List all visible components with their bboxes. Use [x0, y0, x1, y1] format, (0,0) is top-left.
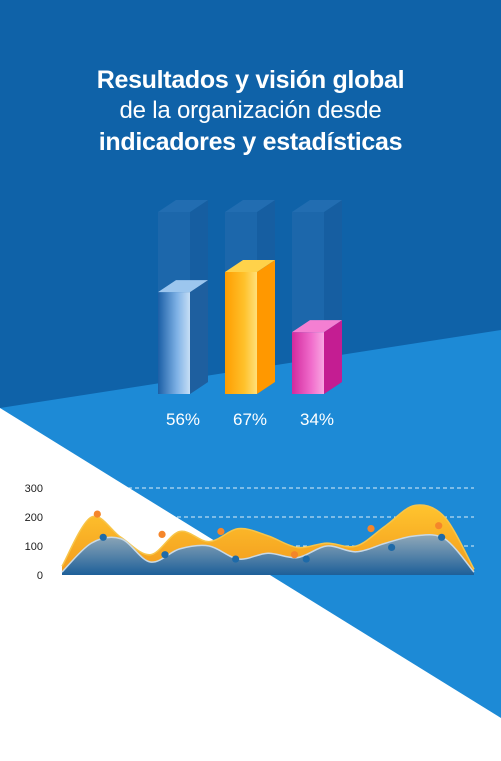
data-point	[438, 533, 446, 541]
bar-label: 56%	[166, 410, 200, 429]
data-point	[435, 522, 443, 530]
y-tick-label: 200	[25, 512, 43, 524]
data-point	[161, 551, 169, 559]
data-point	[93, 510, 101, 518]
area-series-blue	[62, 534, 474, 575]
headline-line-3: indicadores y estadísticas	[98, 128, 403, 156]
y-tick-label: 300	[25, 483, 43, 495]
y-tick-label: 100	[25, 541, 43, 553]
bar-label: 34%	[300, 410, 334, 429]
headline: Resultados y visión global de la organiz…	[0, 64, 501, 158]
data-point	[388, 543, 396, 552]
data-point	[217, 527, 225, 536]
bar	[225, 260, 275, 394]
data-point	[232, 555, 240, 563]
area-line-blue	[61, 534, 475, 573]
bar	[292, 320, 342, 394]
data-point	[290, 551, 299, 559]
headline-line-1: Resultados y visión global	[96, 66, 405, 94]
data-point	[367, 525, 375, 533]
bar-label: 67%	[233, 410, 267, 429]
data-point	[302, 555, 310, 563]
headline-line-2: de la organización desde	[119, 97, 382, 124]
bar	[158, 280, 208, 394]
data-point	[99, 533, 107, 541]
y-tick-label: 0	[37, 570, 43, 582]
data-point	[158, 530, 166, 539]
